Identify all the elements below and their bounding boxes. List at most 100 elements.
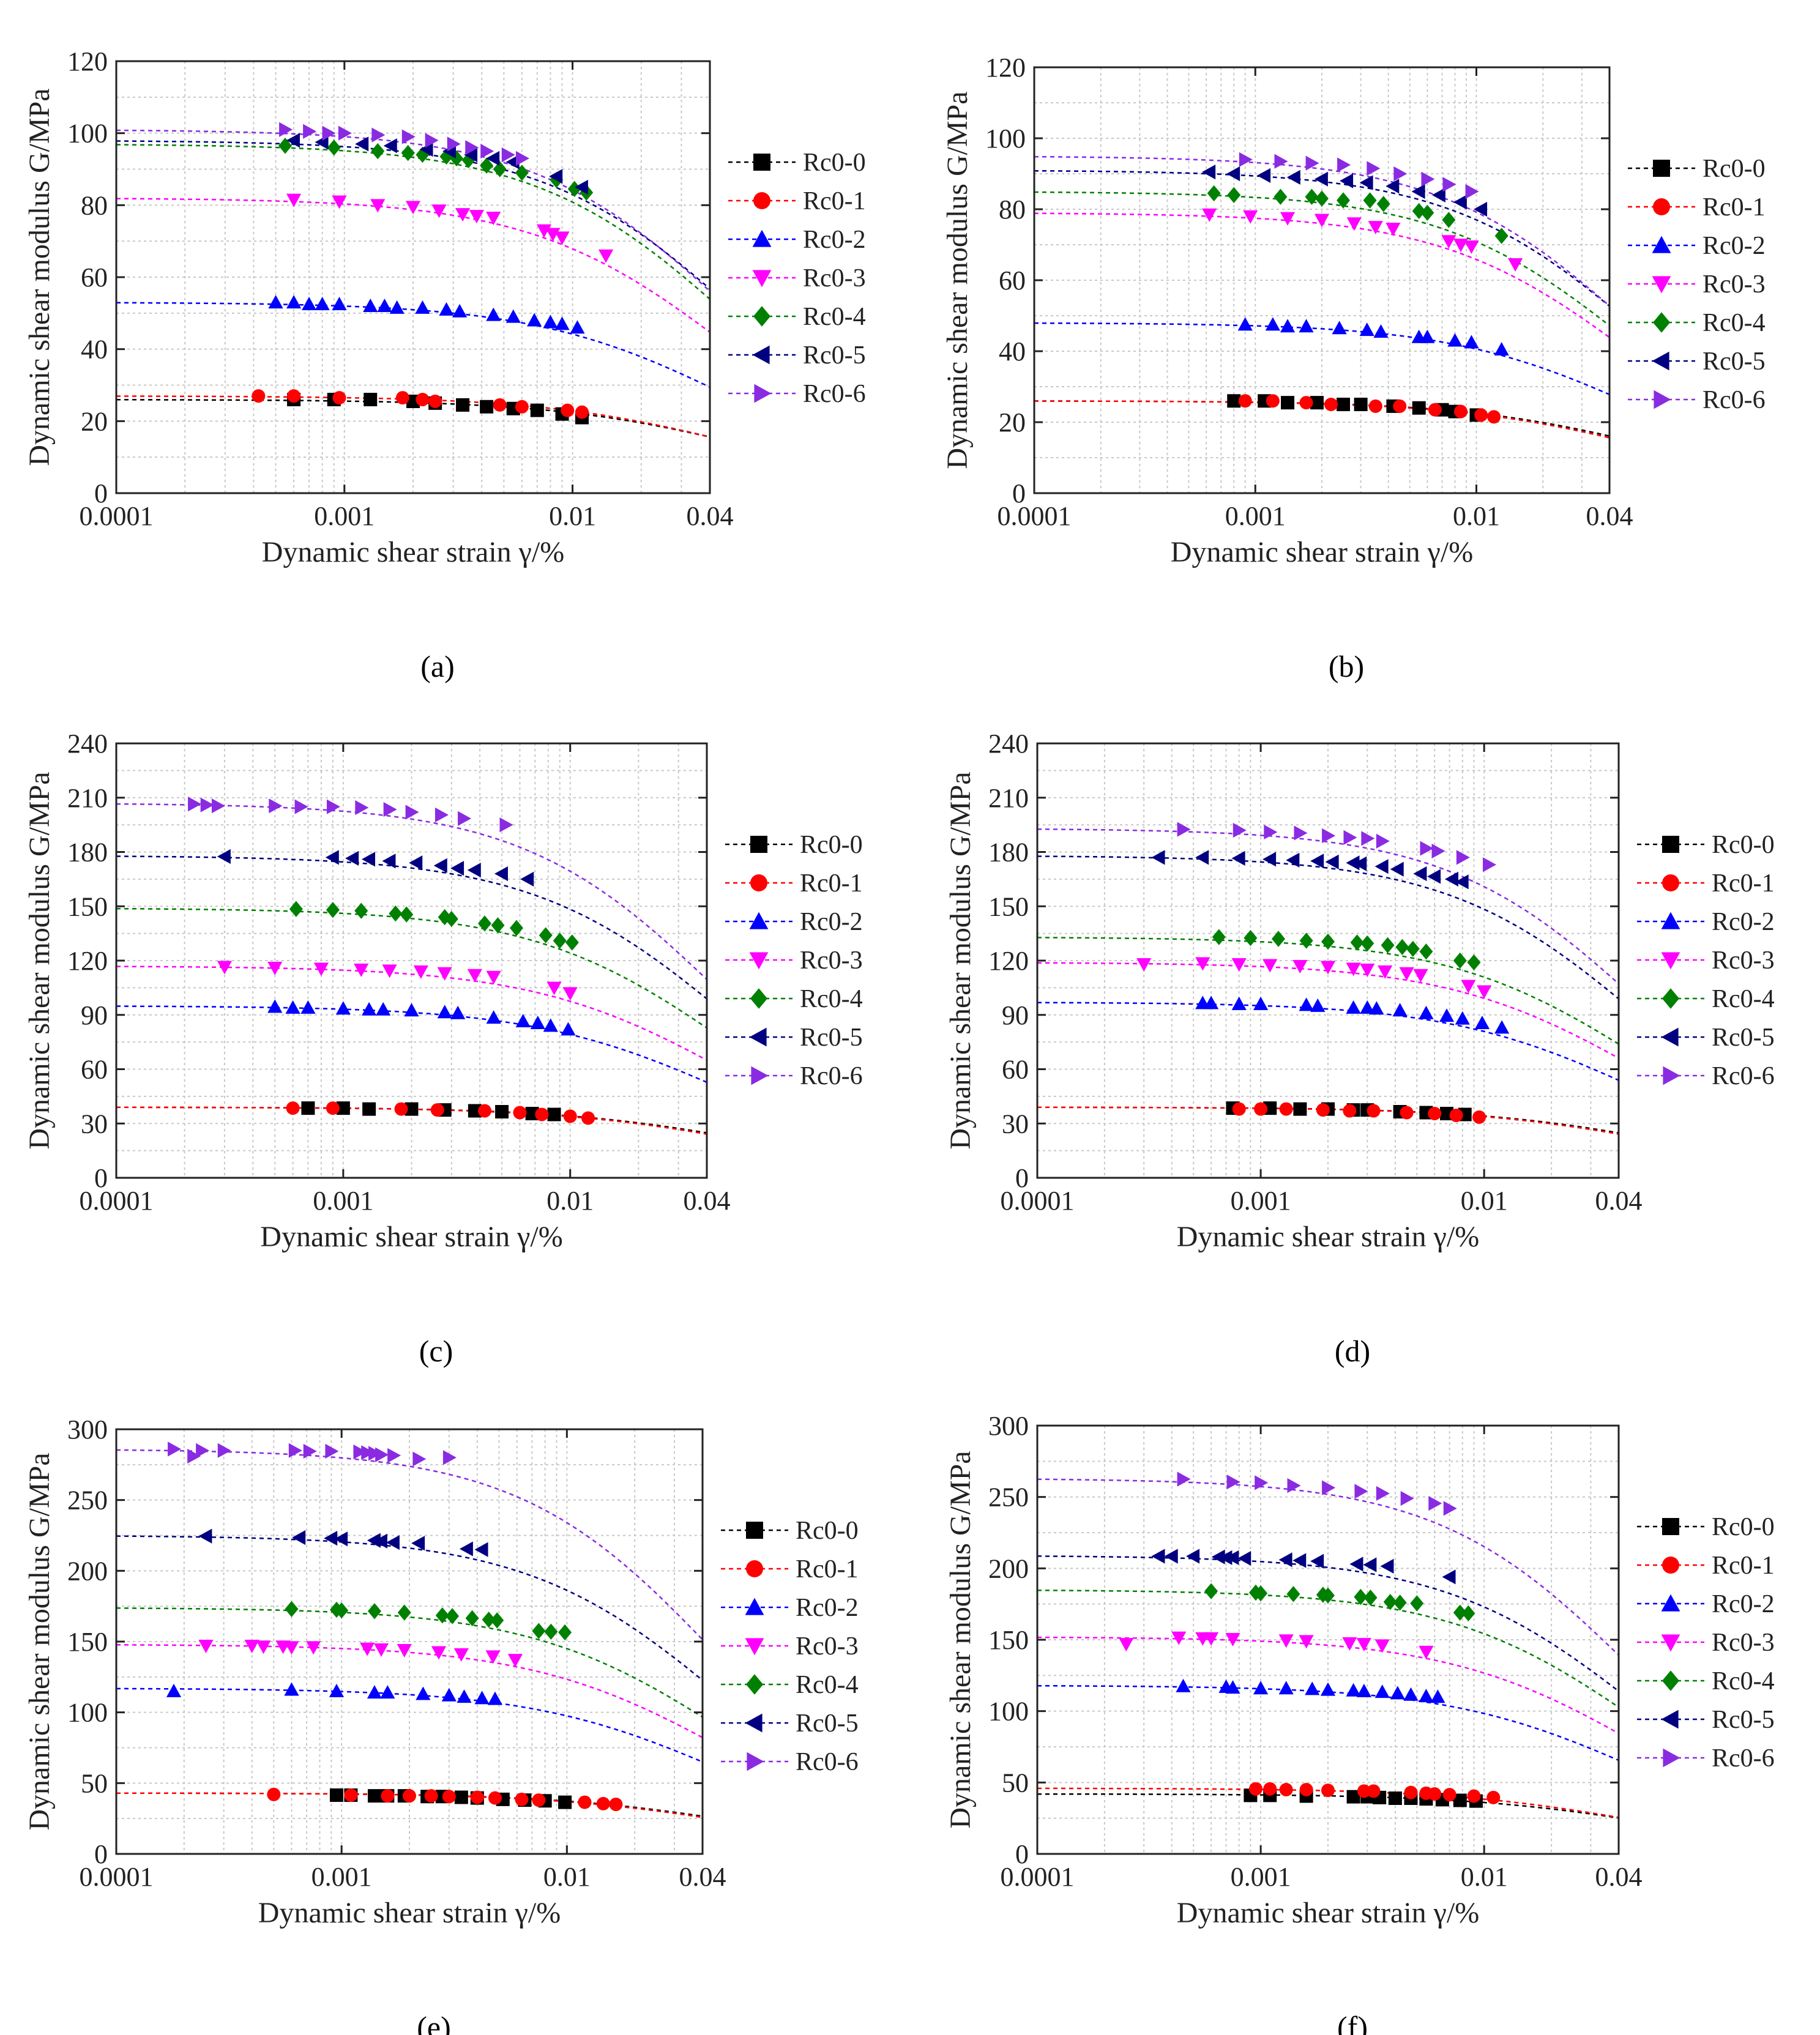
data-point xyxy=(1367,161,1381,176)
legend-triangle-down-icon xyxy=(1652,276,1671,294)
series-rc0-5 xyxy=(1151,1549,1456,1585)
data-point xyxy=(1274,188,1288,205)
data-point xyxy=(477,915,491,932)
data-point xyxy=(322,125,336,141)
data-point xyxy=(454,1790,468,1804)
data-point xyxy=(1239,152,1253,167)
data-point xyxy=(431,1646,447,1660)
series-rc0-6 xyxy=(1239,152,1479,199)
legend-triangle-up-icon xyxy=(752,229,772,247)
data-point xyxy=(1494,342,1509,355)
data-point xyxy=(1494,228,1509,244)
data-point xyxy=(315,297,330,311)
data-point xyxy=(1412,203,1426,220)
legend-square-icon xyxy=(1662,1518,1679,1535)
data-point xyxy=(1254,1102,1268,1116)
data-point xyxy=(244,1640,259,1654)
y-tick-label: 50 xyxy=(81,1768,108,1798)
legend-circle-icon xyxy=(746,1560,763,1577)
data-point xyxy=(1388,1791,1402,1805)
data-point xyxy=(428,394,442,408)
data-point xyxy=(558,1795,572,1809)
data-point xyxy=(1439,1008,1455,1022)
data-point xyxy=(1357,1784,1371,1798)
data-point xyxy=(355,136,369,152)
y-tick-label: 100 xyxy=(67,119,108,149)
data-point xyxy=(1464,335,1479,349)
data-point xyxy=(1474,201,1488,217)
fit-curve-rc0-6 xyxy=(1037,1478,1619,1656)
data-point xyxy=(1227,394,1241,408)
data-point xyxy=(1453,239,1469,253)
data-point xyxy=(1195,957,1210,971)
data-point xyxy=(1202,208,1217,222)
x-tick-label: 0.0001 xyxy=(80,1862,154,1892)
data-point xyxy=(1322,828,1336,843)
legend-triangle-left-icon xyxy=(1661,1709,1679,1729)
data-point xyxy=(1299,319,1314,333)
legend-label: Rc0-4 xyxy=(1703,309,1766,337)
legend-square-icon xyxy=(1653,160,1670,177)
data-point xyxy=(1203,995,1219,1010)
fit-curve-rc0-4 xyxy=(116,1607,703,1718)
data-point xyxy=(1465,184,1479,199)
data-point xyxy=(562,987,578,1001)
data-point xyxy=(1332,321,1347,335)
fit-curve-rc0-5 xyxy=(1037,855,1619,1000)
data-point xyxy=(345,850,359,866)
legend-label: Rc0-4 xyxy=(1712,985,1775,1013)
data-point xyxy=(1354,1484,1368,1499)
data-point xyxy=(289,901,303,917)
data-point xyxy=(1349,1557,1363,1572)
x-axis-title: Dynamic shear strain γ/% xyxy=(258,1897,561,1929)
data-point xyxy=(1337,398,1351,411)
data-point xyxy=(581,1111,595,1125)
data-point xyxy=(411,1536,425,1551)
legend-triangle-left-icon xyxy=(749,1027,767,1047)
data-point xyxy=(1119,1638,1134,1652)
data-point xyxy=(464,147,478,163)
legend-label: Rc0-2 xyxy=(1712,908,1775,936)
data-point xyxy=(1177,1471,1191,1487)
data-point xyxy=(1467,1789,1481,1803)
data-point xyxy=(1361,831,1375,846)
y-tick-label: 80 xyxy=(81,190,108,220)
legend-triangle-up-icon xyxy=(1661,1594,1680,1612)
data-point xyxy=(554,316,570,330)
data-point xyxy=(515,1014,531,1028)
data-point xyxy=(535,1107,549,1122)
data-point xyxy=(278,138,292,154)
data-point xyxy=(470,1790,484,1804)
y-tick-label: 150 xyxy=(67,1627,108,1657)
data-point xyxy=(288,1443,302,1458)
data-point xyxy=(1248,1782,1262,1796)
data-point xyxy=(313,962,329,977)
data-point xyxy=(1369,1001,1384,1015)
data-point xyxy=(267,961,283,975)
data-point xyxy=(1287,1478,1301,1494)
data-point xyxy=(335,1001,351,1015)
legend-diamond-icon xyxy=(746,1674,763,1695)
data-point xyxy=(166,1683,182,1697)
data-point xyxy=(335,1602,349,1619)
data-point xyxy=(1257,168,1271,183)
data-point xyxy=(1342,1637,1357,1651)
data-point xyxy=(433,858,447,873)
legend-triangle-down-icon xyxy=(1661,952,1680,970)
data-point xyxy=(1442,1788,1456,1802)
legend-triangle-right-icon xyxy=(747,1752,764,1771)
data-point xyxy=(474,1691,490,1705)
data-point xyxy=(1353,856,1367,871)
data-point xyxy=(515,400,529,414)
axes: 0.0001 0.001 0.01 0.04 0 50 100 150 200 250 300 xyxy=(67,1415,726,1892)
y-tick-label: 300 xyxy=(67,1415,108,1445)
data-point xyxy=(1428,1106,1442,1120)
data-point xyxy=(217,1443,231,1458)
x-tick-label: 0.04 xyxy=(1586,501,1633,531)
data-point xyxy=(1186,1549,1200,1564)
data-point xyxy=(1455,874,1469,890)
data-point xyxy=(1274,154,1288,169)
legend-label: Rc0-0 xyxy=(803,149,866,177)
data-point xyxy=(287,389,301,403)
legend-label: Rc0-2 xyxy=(803,226,866,254)
